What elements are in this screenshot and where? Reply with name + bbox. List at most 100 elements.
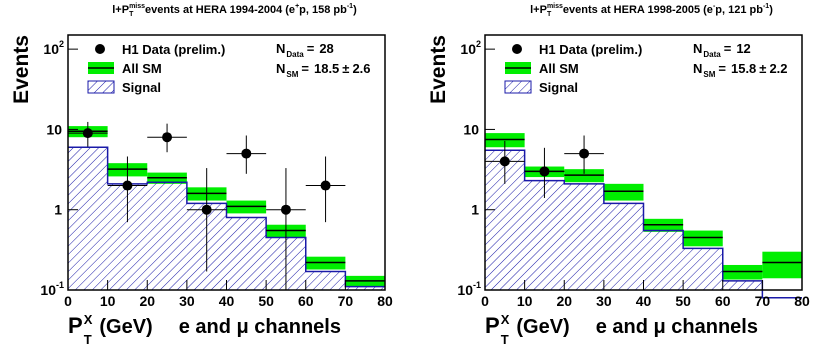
y-tick-label: 10 [46,121,62,137]
legend-label: Signal [539,80,578,95]
channel-label: e and μ channels [596,316,758,338]
data-point [579,148,590,159]
annotation-label: N [276,41,285,56]
annotation-sub: SM [286,70,298,79]
legend-label: Signal [122,80,161,95]
sm-band [683,230,723,247]
chart-title-part: l+P [112,4,129,16]
y-axis-label: Events [10,35,33,104]
chart-title-part: l+P [530,4,547,16]
x-tick-label: 50 [675,293,691,309]
x-label-unit: (GeV) [99,316,152,338]
annotation-value: 18.5 [314,61,339,76]
x-tick-label: 80 [377,293,393,309]
x-label-unit: (GeV) [516,316,569,338]
x-tick-label: 30 [179,293,195,309]
x-tick-label: 10 [100,293,116,309]
x-tick-label: 70 [755,293,771,309]
legend-label: H1 Data (prelim.) [122,42,225,57]
sm-band [762,251,802,279]
x-tick-label: 30 [596,293,612,309]
annotation-eq: = [724,41,732,56]
y-tick-exponent: 2 [59,39,64,49]
x-tick-label: 10 [517,293,533,309]
data-point [280,204,291,215]
y-tick-label: 10 [43,41,59,57]
chart-title-part: ) [769,4,773,16]
x-tick-label: 70 [338,293,354,309]
signal-bar [603,203,644,290]
chart-title-part: miss [547,3,563,10]
y-tick-label: 10 [40,282,56,298]
data-point [241,148,252,159]
x-label-sub: T [501,332,509,347]
data-point [499,156,510,167]
y-tick-exponent: -1 [473,280,481,290]
annotation-value: 28 [319,41,333,56]
signal-bar [683,248,723,290]
signal-bar [305,271,346,290]
chart-title-part: events at HERA 1998-2005 (e [563,4,713,16]
legend-label: All SM [122,61,162,76]
x-label-sub: T [84,332,92,347]
x-label-sup: X [84,312,93,327]
data-point [82,128,93,139]
y-tick-exponent: -1 [56,280,64,290]
annotation-eq: = [301,61,309,76]
chart-title-part: -1 [763,3,769,10]
x-label-main: P [68,313,83,338]
annotation-pm: ± [759,61,766,76]
chart-title-part: events at HERA 1994-2004 (e [145,4,295,16]
y-tick-label: 10 [457,282,473,298]
signal-bar [147,182,187,290]
signal-bar [68,147,108,290]
legend-marker [512,44,522,54]
annotation-label: N [276,61,285,76]
chart-title-part: T [547,11,552,18]
chart-title-part: - [713,3,716,10]
y-tick-label: 10 [460,41,476,57]
x-tick-label: 40 [219,293,235,309]
chart-title-part: miss [129,3,145,10]
signal-bar [524,180,565,290]
x-tick-label: 20 [139,293,155,309]
annotation-sub: Data [286,50,304,59]
annotation-error: 2.2 [769,61,787,76]
signal-bar [643,230,684,290]
data-point [162,132,173,143]
signal-bar [226,217,267,290]
annotation-value: 12 [736,41,750,56]
annotation-pm: ± [342,61,349,76]
data-point [201,204,212,215]
legend-swatch [87,80,115,94]
x-tick-label: 80 [794,293,810,309]
annotation-error: 2.6 [352,61,370,76]
y-tick-label: 1 [471,202,479,218]
y-tick-label: 10 [463,121,479,137]
signal-bar [345,286,385,290]
y-tick-exponent: 2 [476,39,481,49]
x-tick-label: 40 [636,293,652,309]
chart-title-part: p, 158 pb [299,4,347,16]
x-tick-label: 50 [258,293,274,309]
annotation-sub: SM [703,70,715,79]
data-point [320,180,331,191]
x-tick-label: 0 [64,293,72,309]
chart-title-part: p, 121 pb [715,4,763,16]
data-point [122,180,133,191]
signal-bar [564,183,604,290]
annotation-label: N [693,41,702,56]
x-tick-label: 60 [715,293,731,309]
x-tick-label: 20 [556,293,572,309]
legend-label: All SM [539,61,579,76]
sm-band [722,264,763,280]
x-tick-label: 60 [298,293,314,309]
chart-title-part: T [129,11,134,18]
channel-label: e and μ channels [179,316,341,338]
chart-title-part: + [295,3,299,10]
annotation-label: N [693,61,702,76]
x-tick-label: 0 [481,293,489,309]
annotation-sub: Data [703,50,721,59]
chart-title-part: ) [353,4,357,16]
